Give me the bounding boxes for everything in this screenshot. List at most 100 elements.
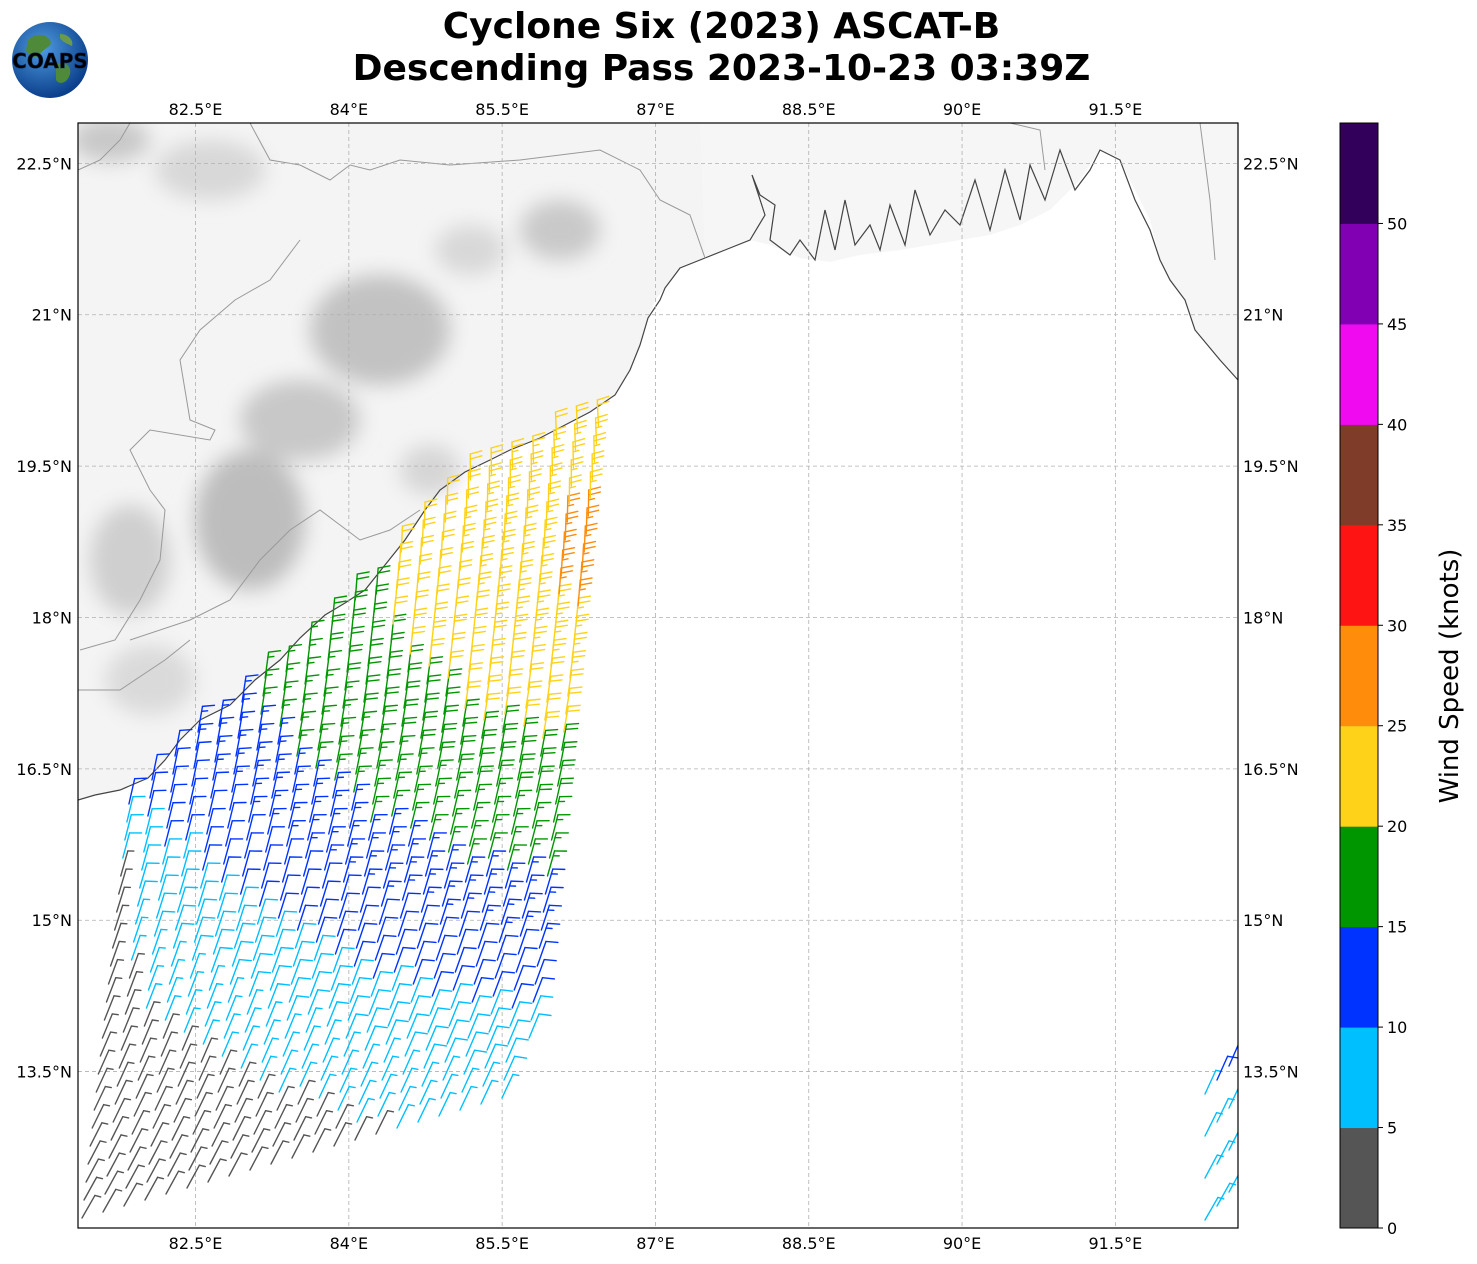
wind-barb — [187, 795, 207, 823]
wind-barb — [509, 1001, 533, 1027]
wind-barb — [556, 759, 576, 787]
wind-barb — [370, 795, 390, 823]
wind-barb — [272, 1122, 292, 1147]
wind-barb — [288, 977, 312, 1003]
wind-barb — [498, 916, 521, 943]
wind-barb — [542, 886, 564, 913]
wind-barb — [397, 910, 420, 937]
wind-barb — [395, 753, 414, 781]
wind-barb — [460, 892, 482, 919]
wind-barb — [122, 1007, 140, 1033]
lat-tick-label-left: 21°N — [32, 306, 72, 325]
wind-barb — [265, 826, 286, 853]
wind-barb — [291, 1134, 311, 1159]
wind-barb — [464, 680, 482, 709]
wind-barb — [480, 1079, 499, 1105]
wind-barb — [124, 989, 142, 1015]
wind-barb — [206, 807, 226, 835]
wind-barb — [517, 753, 536, 781]
wind-barb — [456, 753, 475, 781]
wind-barb — [478, 553, 494, 583]
wind-barb — [153, 910, 176, 937]
lat-tick-label-right: 13.5°N — [1243, 1063, 1299, 1082]
wind-barb — [458, 910, 481, 937]
wind-barb — [554, 407, 568, 439]
wind-barb — [501, 528, 516, 559]
wind-barb — [376, 741, 395, 769]
wind-barb — [103, 995, 121, 1021]
lon-tick-label-bottom: 87°E — [636, 1234, 674, 1253]
wind-barb — [430, 795, 451, 823]
wind-barb — [283, 838, 305, 865]
wind-barb — [494, 952, 517, 979]
wind-barb — [131, 1109, 151, 1135]
wind-barb — [260, 686, 278, 715]
wind-barb — [148, 1140, 168, 1165]
coastline-delta — [704, 148, 1238, 381]
wind-barb — [571, 631, 588, 661]
wind-barb — [81, 1194, 102, 1219]
wind-barb — [85, 1158, 105, 1183]
wind-barb — [361, 692, 379, 721]
wind-barb — [542, 710, 561, 739]
wind-barb — [340, 874, 362, 901]
wind-barb — [475, 765, 494, 793]
wind-barb — [170, 940, 187, 967]
wind-barb — [200, 1037, 219, 1063]
wind-barbs — [81, 395, 1238, 1221]
wind-barb — [471, 977, 495, 1003]
wind-barb — [349, 977, 373, 1003]
wind-barb — [183, 1007, 201, 1033]
wind-barb — [143, 1001, 161, 1027]
wind-barb — [115, 886, 132, 913]
wind-barb — [193, 741, 212, 769]
wind-barb — [214, 734, 233, 763]
wind-barb — [397, 734, 416, 763]
wind-barb — [334, 753, 353, 781]
wind-barb — [135, 1073, 154, 1099]
wind-barb — [225, 820, 245, 847]
wind-barb — [189, 777, 209, 805]
wind-barb — [249, 1146, 269, 1171]
wind-barb — [229, 958, 253, 985]
wind-barb — [116, 1061, 135, 1087]
wind-barb — [239, 692, 257, 721]
wind-barb — [486, 480, 501, 511]
wind-barb — [276, 1085, 295, 1111]
wind-barb — [504, 686, 522, 715]
wind-barb — [359, 886, 381, 913]
wind-barb — [149, 946, 166, 973]
wind-barb — [414, 765, 433, 793]
wind-barb — [525, 856, 547, 883]
wind-barb — [261, 1037, 280, 1063]
wind-barb — [446, 474, 460, 505]
wind-barb — [1228, 1087, 1238, 1109]
wind-barb — [326, 1001, 350, 1027]
wind-barb — [104, 1170, 125, 1195]
wind-barb — [500, 898, 523, 925]
wind-barb — [330, 789, 350, 817]
coastline — [78, 257, 706, 801]
wind-barb — [552, 795, 573, 823]
wind-barb — [539, 553, 555, 583]
lon-tick-label-top: 88.5°E — [782, 100, 836, 119]
wind-barb — [531, 801, 552, 829]
wind-barb — [171, 1116, 191, 1141]
wind-barb — [297, 1079, 316, 1105]
wind-barb — [337, 1085, 356, 1111]
wind-barb — [381, 1055, 400, 1081]
wind-barb — [139, 1037, 158, 1063]
wind-barb — [483, 692, 501, 721]
political-borders — [78, 123, 1216, 691]
wind-barb — [372, 952, 395, 979]
wind-barb — [214, 910, 237, 937]
wind-barb — [357, 728, 376, 757]
wind-barb — [177, 1061, 196, 1087]
wind-barb — [370, 970, 394, 997]
wind-barb — [406, 1013, 430, 1039]
wind-barb — [504, 862, 526, 889]
wind-barb — [185, 989, 203, 1015]
wind-barb — [441, 880, 463, 907]
wind-barb — [490, 444, 504, 475]
wind-barb — [164, 820, 185, 847]
